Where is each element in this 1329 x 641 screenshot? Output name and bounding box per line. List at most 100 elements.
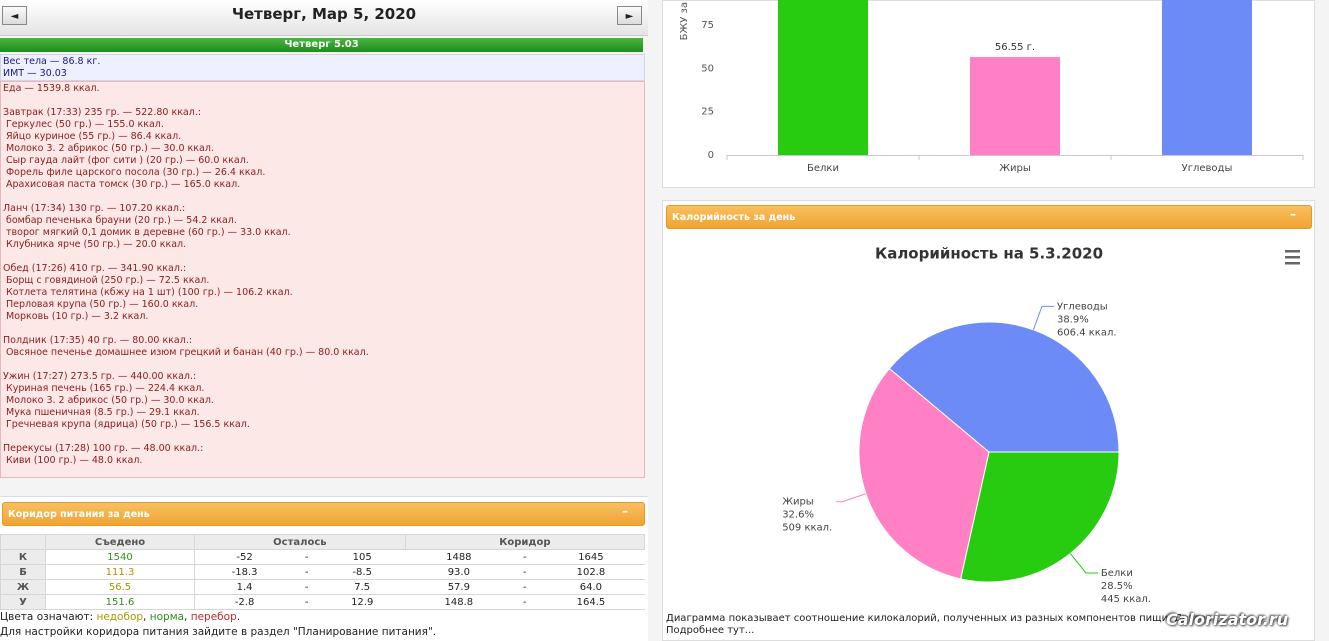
slice-name: Белки <box>1101 568 1133 579</box>
header-cell: Съедено <box>45 534 195 550</box>
x-tick-label: Жиры <box>999 163 1031 174</box>
meal-item: Мука пшеничная (8.5 гр.) — 29.1 ккал. <box>6 407 200 418</box>
chart-title: Калорийность на 5.3.2020 <box>875 245 1103 263</box>
table-cell: - <box>294 579 320 595</box>
slice-kcal: 509 ккал. <box>782 523 832 534</box>
slice-name: Углеводы <box>1057 301 1108 312</box>
table-cell: - <box>512 579 538 595</box>
meal-item: Форель филе царского посола (30 гр.) — 2… <box>6 167 266 178</box>
pie-panel-title: Калорийность за день <box>666 205 1312 229</box>
table-cell: 12.9 <box>319 594 406 610</box>
menu-icon <box>1285 262 1300 265</box>
table-cell: 102.8 <box>537 564 645 580</box>
legend-part: . <box>236 611 241 623</box>
meal-item: Котлета телятина (кбжу на 1 шт) (100 гр.… <box>6 287 293 298</box>
table-cell: Ж <box>0 579 46 595</box>
corridor-title: Коридор питания за день <box>2 502 645 526</box>
collapse-button[interactable]: – <box>622 504 628 518</box>
meal-item: Арахисовая паста томск (30 гр.) — 165.0 … <box>6 179 241 190</box>
meal-title: Завтрак (17:33) 235 гр. — 522.80 ккал.: <box>3 107 202 118</box>
meal-item: Куриная печень (165 гр.) — 224.4 ккал. <box>6 383 205 394</box>
more-link[interactable]: Подробнее тут... <box>666 625 755 636</box>
table-cell: -2.8 <box>194 594 295 610</box>
corridor-note: Для настройки коридора питания зайдите в… <box>0 626 437 638</box>
food-total: Еда — 1539.8 ккал. <box>3 83 100 94</box>
meal-item: Овсяное печенье домашнее изюм грецкий и … <box>6 347 369 358</box>
y-tick-label: 0 <box>708 150 714 161</box>
food-box <box>0 81 645 478</box>
legend-part: перебор <box>190 611 237 623</box>
table-cell: Б <box>0 564 46 580</box>
table-cell: 111.3 <box>45 564 195 580</box>
table-cell: - <box>512 549 538 565</box>
table-cell: - <box>294 564 320 580</box>
header-cell: Осталось <box>194 534 406 550</box>
table-row: Б 111.3 -18.3- -8.5 93.0-102.8 <box>0 564 645 580</box>
table-cell: 57.9 <box>405 579 513 595</box>
meal-item: Клубника ярче (50 гр.) — 20.0 ккал. <box>6 239 187 250</box>
slice-percent: 32.6% <box>782 510 814 521</box>
header-cell <box>0 534 46 550</box>
table-row: Ж 56.5 1.4-7.5 57.9-64.0 <box>0 579 645 595</box>
meal-item: Молоко 3. 2 абрикос (50 гр.) — 30.0 ккал… <box>6 395 214 406</box>
caption: Диаграмма показывает соотношение килокал… <box>666 613 1219 624</box>
legend-part: , <box>143 611 150 623</box>
collapse-button[interactable]: – <box>1290 207 1296 221</box>
table-cell: 164.5 <box>537 594 645 610</box>
y-tick-label: 50 <box>701 63 714 74</box>
table-cell: - <box>512 564 538 580</box>
slice-kcal: 606.4 ккал. <box>1057 327 1117 338</box>
table-cell: 151.6 <box>45 594 195 610</box>
table-cell: - <box>512 594 538 610</box>
meal-item: Геркулес (50 гр.) — 155.0 ккал. <box>6 119 164 130</box>
bar <box>970 57 1060 155</box>
meal-item: Гречневая крупа (ядрица) (50 гр.) — 156.… <box>6 419 250 430</box>
data-label: 56.55 г. <box>995 42 1035 53</box>
color-legend: Цвета означают: недобор, норма, перебор. <box>0 611 240 623</box>
leader-line <box>836 493 867 503</box>
table-cell: 7.5 <box>319 579 406 595</box>
watermark: Calorizator.ru <box>1166 610 1289 629</box>
meal-item: Морковь (10 гр.) — 3.2 ккал. <box>6 311 149 322</box>
meal-item: бомбар печенька брауни (20 гр.) — 54.2 к… <box>6 215 237 226</box>
table-cell: - <box>294 549 320 565</box>
x-tick-label: Белки <box>807 163 839 174</box>
meal-item: Перловая крупа (50 гр.) — 160.0 ккал. <box>6 299 199 310</box>
weight-box <box>0 54 645 81</box>
meal-item: творог мягкий 0,1 домик в деревне (60 гр… <box>6 227 291 238</box>
table-cell: -18.3 <box>194 564 295 580</box>
bar <box>778 0 868 155</box>
table-cell: 64.0 <box>537 579 645 595</box>
table-cell: 93.0 <box>405 564 513 580</box>
table-cell: 1.4 <box>194 579 295 595</box>
meal-item: Яйцо куриное (55 гр.) — 86.4 ккал. <box>6 131 182 142</box>
prev-button[interactable]: ◄ <box>2 6 27 25</box>
next-button[interactable]: ► <box>617 6 642 25</box>
corridor-table: Съедено Осталось Коридор К 1540 -52-105 1488-1… <box>0 534 646 610</box>
meal-title: Ланч (17:34) 130 гр. — 107.20 ккал.: <box>3 203 186 214</box>
pie-slice <box>858 367 990 580</box>
header-cell: Коридор <box>404 534 646 550</box>
meal-item: Молоко 3. 2 абрикос (50 гр.) — 30.0 ккал… <box>6 143 214 154</box>
table-cell: 1540 <box>45 549 195 565</box>
legend-part: норма <box>149 611 185 623</box>
table-cell: У <box>0 594 46 610</box>
table-cell: 105 <box>319 549 406 565</box>
bmi: ИМТ — 30.03 <box>3 68 67 79</box>
legend-part: Цвета означают: <box>0 611 97 623</box>
legend-part: , <box>184 611 191 623</box>
y-tick-label: 25 <box>701 107 714 118</box>
table-header: Съедено Осталось Коридор <box>0 534 646 550</box>
slice-name: Жиры <box>782 497 814 508</box>
menu-icon <box>1285 250 1300 253</box>
slice-kcal: 445 ккал. <box>1101 594 1151 605</box>
meal-title: Обед (17:26) 410 гр. — 341.90 ккал.: <box>3 263 187 274</box>
date-title: Четверг, Мар 5, 2020 <box>231 5 417 23</box>
meal-item: Борщ с говядиной (250 гр.) — 72.5 ккал. <box>6 275 210 286</box>
bar <box>1162 0 1252 155</box>
table-cell: -8.5 <box>319 564 406 580</box>
meal-title: Перекусы (17:28) 100 гр. — 48.00 ккал.: <box>3 443 204 454</box>
x-tick-label: Углеводы <box>1182 163 1233 174</box>
meal-item: Сыр гауда лайт (фог сити ) (20 гр.) — 60… <box>6 155 249 166</box>
